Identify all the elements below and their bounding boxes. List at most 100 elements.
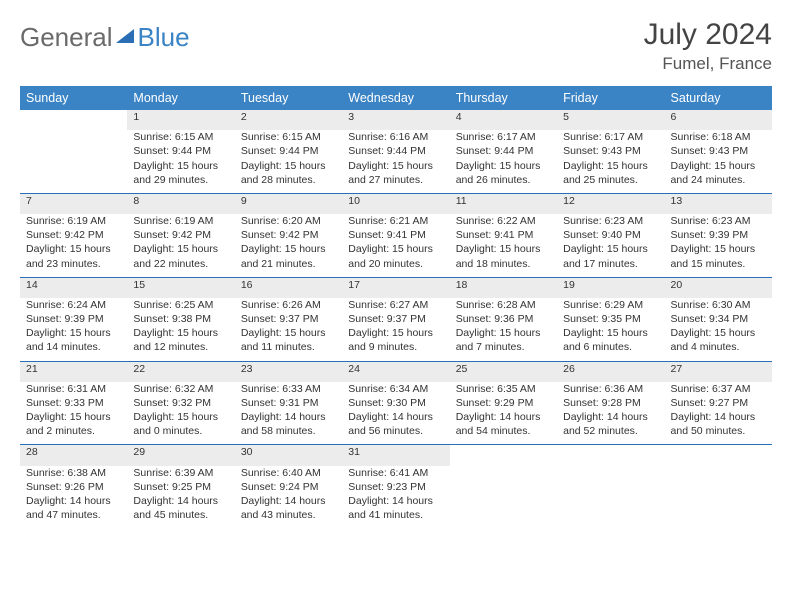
sunset-text: Sunset: 9:37 PM (348, 312, 443, 326)
sunset-text: Sunset: 9:43 PM (563, 144, 658, 158)
sunset-text: Sunset: 9:38 PM (133, 312, 228, 326)
daylight-text: Daylight: 15 hours and 27 minutes. (348, 159, 443, 187)
daylight-text: Daylight: 15 hours and 17 minutes. (563, 242, 658, 270)
daylight-text: Daylight: 15 hours and 23 minutes. (26, 242, 121, 270)
sunrise-text: Sunrise: 6:20 AM (241, 214, 336, 228)
day-number: 22 (127, 361, 234, 382)
day-cell: Sunrise: 6:19 AMSunset: 9:42 PMDaylight:… (127, 214, 234, 277)
day-number: 27 (665, 361, 772, 382)
sunrise-text: Sunrise: 6:15 AM (133, 130, 228, 144)
daylight-text: Daylight: 15 hours and 0 minutes. (133, 410, 228, 438)
sunset-text: Sunset: 9:39 PM (26, 312, 121, 326)
brand-part1: General (20, 22, 113, 53)
daylight-text: Daylight: 15 hours and 20 minutes. (348, 242, 443, 270)
weekday-header: Saturday (665, 86, 772, 110)
sunrise-text: Sunrise: 6:16 AM (348, 130, 443, 144)
day-number: 16 (235, 277, 342, 298)
sunset-text: Sunset: 9:44 PM (456, 144, 551, 158)
sunset-text: Sunset: 9:40 PM (563, 228, 658, 242)
day-cell: Sunrise: 6:33 AMSunset: 9:31 PMDaylight:… (235, 382, 342, 445)
daylight-text: Daylight: 15 hours and 25 minutes. (563, 159, 658, 187)
sunset-text: Sunset: 9:37 PM (241, 312, 336, 326)
daylight-text: Daylight: 14 hours and 43 minutes. (241, 494, 336, 522)
day-cell: Sunrise: 6:24 AMSunset: 9:39 PMDaylight:… (20, 298, 127, 361)
sunrise-text: Sunrise: 6:17 AM (563, 130, 658, 144)
weekday-header: Tuesday (235, 86, 342, 110)
daylight-text: Daylight: 15 hours and 28 minutes. (241, 159, 336, 187)
daylight-text: Daylight: 15 hours and 2 minutes. (26, 410, 121, 438)
day-number-row: 28293031 (20, 445, 772, 466)
sunset-text: Sunset: 9:41 PM (456, 228, 551, 242)
sunrise-text: Sunrise: 6:41 AM (348, 466, 443, 480)
day-number: 11 (450, 193, 557, 214)
daylight-text: Daylight: 15 hours and 18 minutes. (456, 242, 551, 270)
sunrise-text: Sunrise: 6:19 AM (26, 214, 121, 228)
day-number: 30 (235, 445, 342, 466)
day-cell: Sunrise: 6:23 AMSunset: 9:39 PMDaylight:… (665, 214, 772, 277)
sunrise-text: Sunrise: 6:15 AM (241, 130, 336, 144)
weekday-header: Wednesday (342, 86, 449, 110)
sunset-text: Sunset: 9:44 PM (133, 144, 228, 158)
day-number: 17 (342, 277, 449, 298)
day-cell: Sunrise: 6:15 AMSunset: 9:44 PMDaylight:… (127, 130, 234, 193)
sunset-text: Sunset: 9:44 PM (241, 144, 336, 158)
sunset-text: Sunset: 9:26 PM (26, 480, 121, 494)
location-subtitle: Fumel, France (644, 54, 772, 74)
day-number: 8 (127, 193, 234, 214)
day-number: 21 (20, 361, 127, 382)
day-content-row: Sunrise: 6:15 AMSunset: 9:44 PMDaylight:… (20, 130, 772, 193)
day-number: 1 (127, 110, 234, 130)
day-number: 7 (20, 193, 127, 214)
header-bar: General Blue July 2024 Fumel, France (20, 18, 772, 74)
weekday-header: Friday (557, 86, 664, 110)
daylight-text: Daylight: 15 hours and 22 minutes. (133, 242, 228, 270)
sunset-text: Sunset: 9:34 PM (671, 312, 766, 326)
sunset-text: Sunset: 9:35 PM (563, 312, 658, 326)
day-cell: Sunrise: 6:27 AMSunset: 9:37 PMDaylight:… (342, 298, 449, 361)
day-number: 4 (450, 110, 557, 130)
sunrise-text: Sunrise: 6:30 AM (671, 298, 766, 312)
daylight-text: Daylight: 15 hours and 15 minutes. (671, 242, 766, 270)
day-cell: Sunrise: 6:17 AMSunset: 9:44 PMDaylight:… (450, 130, 557, 193)
sunrise-text: Sunrise: 6:40 AM (241, 466, 336, 480)
day-number: 31 (342, 445, 449, 466)
sunrise-text: Sunrise: 6:23 AM (563, 214, 658, 228)
day-cell: Sunrise: 6:19 AMSunset: 9:42 PMDaylight:… (20, 214, 127, 277)
day-number: 9 (235, 193, 342, 214)
day-number: 12 (557, 193, 664, 214)
day-cell: Sunrise: 6:32 AMSunset: 9:32 PMDaylight:… (127, 382, 234, 445)
daylight-text: Daylight: 14 hours and 54 minutes. (456, 410, 551, 438)
day-number (450, 445, 557, 466)
day-cell: Sunrise: 6:36 AMSunset: 9:28 PMDaylight:… (557, 382, 664, 445)
title-block: July 2024 Fumel, France (644, 18, 772, 74)
daylight-text: Daylight: 15 hours and 14 minutes. (26, 326, 121, 354)
brand-triangle-icon (116, 29, 134, 43)
sunrise-text: Sunrise: 6:32 AM (133, 382, 228, 396)
brand-part2: Blue (138, 22, 190, 53)
sunrise-text: Sunrise: 6:18 AM (671, 130, 766, 144)
weekday-header-row: Sunday Monday Tuesday Wednesday Thursday… (20, 86, 772, 110)
day-cell: Sunrise: 6:23 AMSunset: 9:40 PMDaylight:… (557, 214, 664, 277)
day-content-row: Sunrise: 6:38 AMSunset: 9:26 PM Daylight:… (20, 466, 772, 529)
day-number: 26 (557, 361, 664, 382)
day-cell: Sunrise: 6:34 AMSunset: 9:30 PMDaylight:… (342, 382, 449, 445)
day-cell: Sunrise: 6:20 AMSunset: 9:42 PMDaylight:… (235, 214, 342, 277)
sunrise-text: Sunrise: 6:21 AM (348, 214, 443, 228)
day-cell: Sunrise: 6:22 AMSunset: 9:41 PMDaylight:… (450, 214, 557, 277)
sunrise-text: Sunrise: 6:25 AM (133, 298, 228, 312)
daylight-text: Daylight: 15 hours and 24 minutes. (671, 159, 766, 187)
sunrise-text: Sunrise: 6:37 AM (671, 382, 766, 396)
sunrise-text: Sunrise: 6:38 AM (26, 466, 121, 480)
day-number-row: 21222324252627 (20, 361, 772, 382)
sunset-text: Sunset: 9:44 PM (348, 144, 443, 158)
weekday-header: Sunday (20, 86, 127, 110)
day-number: 5 (557, 110, 664, 130)
daylight-text: Daylight: 15 hours and 29 minutes. (133, 159, 228, 187)
sunrise-text: Sunrise: 6:17 AM (456, 130, 551, 144)
sunset-text: Sunset: 9:42 PM (26, 228, 121, 242)
sunrise-text: Sunrise: 6:28 AM (456, 298, 551, 312)
day-cell: Sunrise: 6:28 AMSunset: 9:36 PMDaylight:… (450, 298, 557, 361)
day-number (20, 110, 127, 130)
day-cell: Sunrise: 6:18 AMSunset: 9:43 PMDaylight:… (665, 130, 772, 193)
sunset-text: Sunset: 9:42 PM (133, 228, 228, 242)
